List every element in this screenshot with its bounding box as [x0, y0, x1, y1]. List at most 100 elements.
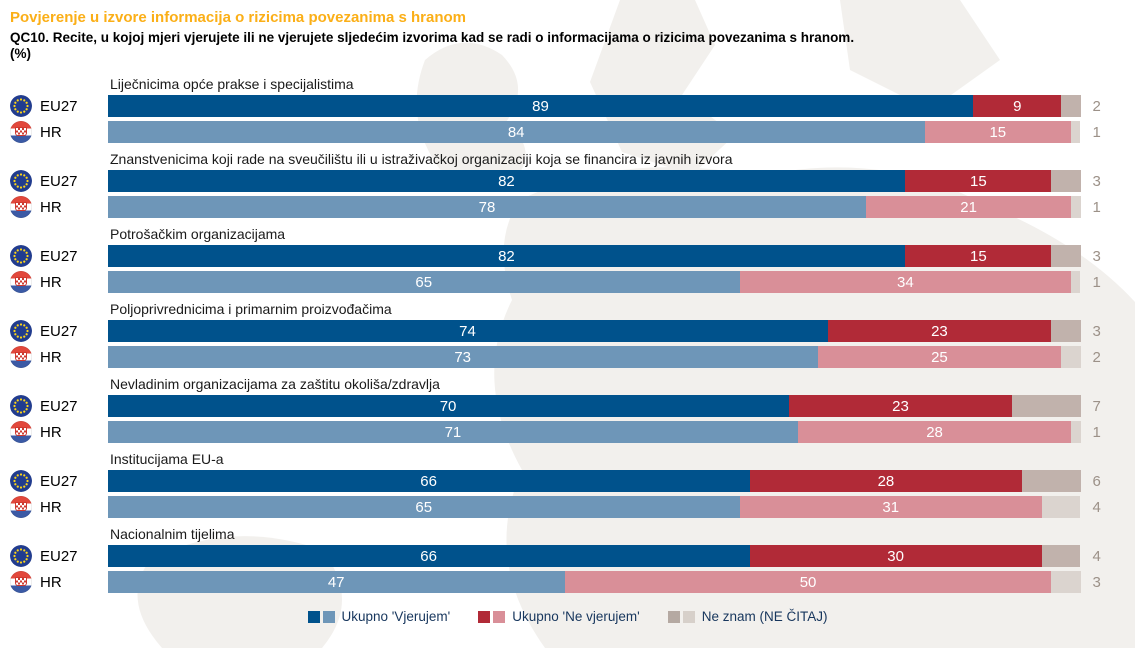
- legend-swatch-dark: [667, 610, 680, 623]
- bar-row: HR 78 21 1: [10, 196, 1125, 218]
- question-text: QC10. Recite, u kojoj mjeri vjerujete il…: [10, 30, 855, 45]
- bar-segment-distrust: 50: [564, 571, 1052, 593]
- chart-content: Povjerenje u izvore informacija o rizici…: [10, 8, 1125, 624]
- bar-segment-distrust: 28: [749, 470, 1023, 492]
- dont-know-value-label: 1: [1092, 273, 1101, 291]
- bar-row: EU27 66 30 4: [10, 545, 1125, 567]
- bar-track: 78 21: [107, 196, 1081, 218]
- category-label: Znanstvenicima koji rade na sveučilištu …: [110, 151, 733, 167]
- group-rows: EU27 74 23 3 HR 73 25 2: [10, 320, 1125, 368]
- eu-flag-icon: [10, 95, 32, 117]
- bar-row: HR 73 25 2: [10, 346, 1125, 368]
- bar-row: HR 65 34 1: [10, 271, 1125, 293]
- bar-segment-dont-know: [1070, 121, 1081, 143]
- bar-row: EU27 89 9 2: [10, 95, 1125, 117]
- bar-segment-dont-know: [1041, 545, 1081, 567]
- row-label: HR: [40, 498, 62, 516]
- dont-know-value-label: 3: [1092, 172, 1101, 190]
- hr-checkerboard: [15, 127, 27, 136]
- hr-flag-icon: [10, 271, 32, 293]
- bar-row: EU27 82 15 3: [10, 170, 1125, 192]
- bar-segment-trust: 82: [107, 170, 906, 192]
- hr-flag-icon: [10, 196, 32, 218]
- bar-track: 47 50: [107, 571, 1081, 593]
- bar-segment-trust: 47: [107, 571, 565, 593]
- group-rows: EU27 70 23 7 HR 71 28 1: [10, 395, 1125, 443]
- legend-swatch-light: [493, 610, 506, 623]
- eu-flag-icon: [10, 170, 32, 192]
- legend-label: Ukupno 'Ne vjerujem': [512, 609, 640, 624]
- legend-item: Ukupno 'Ne vjerujem': [478, 609, 640, 624]
- bar-segment-trust: 74: [107, 320, 828, 342]
- bar-track: 65 34: [107, 271, 1081, 293]
- legend-label: Ukupno 'Vjerujem': [341, 609, 451, 624]
- bar-track: 71 28: [107, 421, 1081, 443]
- row-label: HR: [40, 573, 62, 591]
- bar-segment-dont-know: [1070, 271, 1081, 293]
- category-label: Nacionalnim tijelima: [110, 526, 235, 542]
- hr-checkerboard: [15, 352, 27, 361]
- legend-swatch-light: [682, 610, 695, 623]
- row-label: HR: [40, 123, 62, 141]
- bar-segment-trust: 78: [107, 196, 867, 218]
- bar-segment-distrust: 15: [905, 245, 1052, 267]
- bar-segment-distrust: 30: [749, 545, 1042, 567]
- row-label: EU27: [40, 322, 78, 340]
- category-label: Institucijama EU-a: [110, 451, 224, 467]
- bar-segment-distrust: 15: [905, 170, 1052, 192]
- unit-label: (%): [10, 46, 31, 61]
- bar-segment-distrust: 23: [827, 320, 1052, 342]
- hr-checkerboard: [15, 202, 27, 211]
- bar-segment-dont-know: [1061, 346, 1081, 368]
- hr-flag-icon: [10, 421, 32, 443]
- dont-know-value-label: 1: [1092, 123, 1101, 141]
- bar-segment-trust: 89: [107, 95, 974, 117]
- row-label: EU27: [40, 397, 78, 415]
- dont-know-value-label: 3: [1092, 573, 1101, 591]
- row-label: EU27: [40, 547, 78, 565]
- category-label: Potrošačkim organizacijama: [110, 226, 286, 242]
- bar-segment-dont-know: [1051, 571, 1081, 593]
- legend-item: Ne znam (NE ČITAJ): [667, 609, 827, 624]
- chart-group: Nacionalnim tijelima EU27 66 30 4: [10, 526, 1125, 593]
- eu-flag-icon: [10, 470, 32, 492]
- legend: Ukupno 'Vjerujem' Ukupno 'Ne vjerujem' N…: [10, 609, 1125, 624]
- bar-segment-trust: 71: [107, 421, 799, 443]
- chart-header: Povjerenje u izvore informacija o rizici…: [10, 8, 1125, 62]
- dont-know-value-label: 3: [1092, 247, 1101, 265]
- bar-segment-dont-know: [1051, 245, 1081, 267]
- eu-flag-icon: [10, 320, 32, 342]
- group-rows: EU27 82 15 3 HR 78 21 1: [10, 170, 1125, 218]
- bar-track: 66 28: [107, 470, 1081, 492]
- row-label: EU27: [40, 97, 78, 115]
- group-rows: EU27 66 30 4 HR 47 50 3: [10, 545, 1125, 593]
- row-label: HR: [40, 423, 62, 441]
- bar-segment-dont-know: [1022, 470, 1081, 492]
- bar-segment-distrust: 21: [866, 196, 1071, 218]
- legend-swatch-light: [322, 610, 335, 623]
- chart-group: Institucijama EU-a EU27 66 28 6: [10, 451, 1125, 518]
- bar-segment-distrust: 28: [798, 421, 1071, 443]
- hr-checkerboard: [15, 277, 27, 286]
- bar-track: 89 9: [107, 95, 1081, 117]
- row-label: HR: [40, 273, 62, 291]
- hr-flag-icon: [10, 121, 32, 143]
- bar-segment-dont-know: [1012, 395, 1081, 417]
- dont-know-value-label: 2: [1092, 97, 1101, 115]
- bar-segment-trust: 82: [107, 245, 906, 267]
- group-rows: EU27 89 9 2 HR 84 15 1: [10, 95, 1125, 143]
- bar-track: 82 15: [107, 245, 1081, 267]
- bar-segment-trust: 70: [107, 395, 789, 417]
- chart-group: Znanstvenicima koji rade na sveučilištu …: [10, 151, 1125, 218]
- hr-checkerboard: [15, 502, 27, 511]
- bar-row: EU27 66 28 6: [10, 470, 1125, 492]
- eu-flag-icon: [10, 395, 32, 417]
- bar-track: 66 30: [107, 545, 1081, 567]
- group-rows: EU27 66 28 6 HR 65 31 4: [10, 470, 1125, 518]
- bar-segment-distrust: 25: [817, 346, 1062, 368]
- bar-row: HR 65 31 4: [10, 496, 1125, 518]
- row-label: HR: [40, 348, 62, 366]
- legend-swatch-dark: [478, 610, 491, 623]
- bar-segment-trust: 66: [107, 470, 750, 492]
- bar-segment-distrust: 34: [739, 271, 1071, 293]
